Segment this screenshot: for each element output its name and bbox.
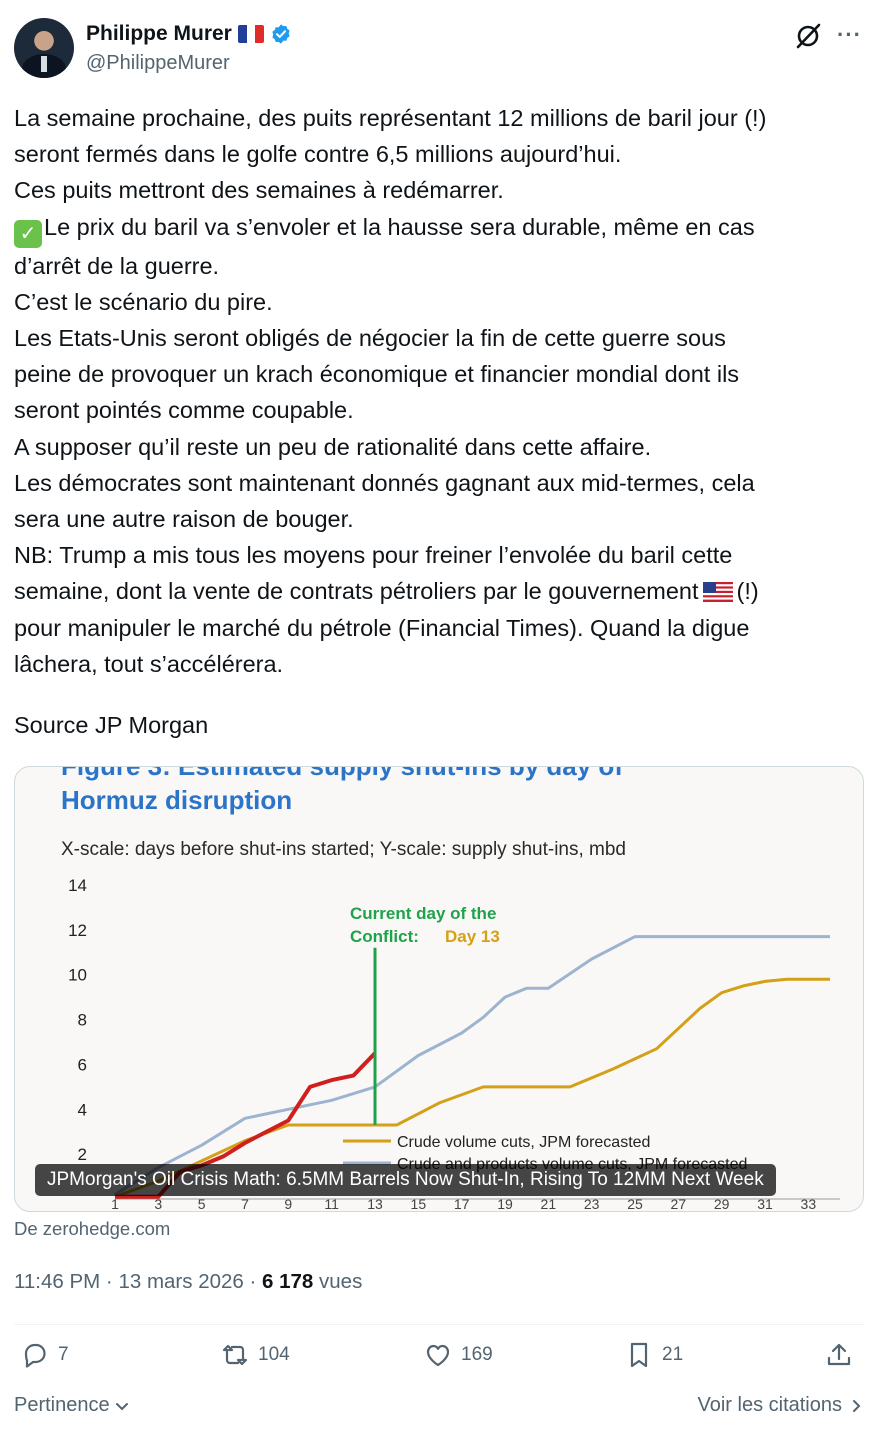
x-tick-label: 21	[541, 1196, 557, 1212]
annotation-text: Current day of the	[350, 904, 496, 923]
reply-count: 7	[58, 1344, 69, 1365]
tweet-line: ✓ Le prix du baril va s’envoler et la hau…	[14, 209, 864, 248]
tweet-line-text: semaine, dont la vente de contrats pétro…	[14, 578, 699, 605]
view-quotes-link[interactable]: Voir les citations	[697, 1394, 864, 1417]
y-tick-label: 6	[78, 1055, 87, 1074]
tweet-source-line: Source JP Morgan	[14, 712, 209, 738]
sort-label: Pertinence	[14, 1394, 110, 1416]
x-tick-label: 1	[111, 1196, 119, 1212]
tweet-timestamp[interactable]: 11:46 PM · 13 mars 2026 ·	[14, 1270, 263, 1293]
card-domain[interactable]: De zerohedge.com	[14, 1218, 171, 1239]
tweet-line: A supposer qu’il reste un peu de rationa…	[14, 433, 652, 460]
sort-dropdown[interactable]: Pertinence	[14, 1394, 130, 1417]
us-flag-icon	[702, 582, 733, 603]
card-caption: JPMorgan's Oil Crisis Math: 6.5MM Barrel…	[35, 1164, 776, 1196]
x-tick-label: 3	[154, 1196, 162, 1212]
y-tick-label: 10	[68, 966, 87, 985]
x-tick-label: 33	[801, 1196, 817, 1212]
chevron-right-icon	[853, 1399, 861, 1412]
x-tick-label: 29	[714, 1196, 730, 1212]
y-tick-label: 2	[78, 1145, 87, 1164]
annotation-text: Conflict:	[350, 927, 419, 946]
action-bar: 7 104 169 21	[14, 1340, 864, 1380]
tweet-line: seront fermés dans le golfe contre 6,5 m…	[14, 141, 622, 168]
link-card[interactable]: Figure 3: Estimated supply shut-ins by d…	[14, 766, 864, 1212]
x-tick-label: 23	[584, 1196, 600, 1212]
tweet-line: semaine, dont la vente de contrats pétro…	[14, 573, 864, 609]
x-tick-label: 11	[324, 1196, 339, 1212]
reply-icon	[24, 1343, 46, 1368]
tweet-line: Les Etats-Unis seront obligés de négocie…	[14, 325, 726, 352]
view-count: 6 178	[262, 1270, 314, 1293]
x-tick-label: 15	[411, 1196, 427, 1212]
author-name-row: Philippe Murer	[86, 22, 292, 46]
x-tick-label: 25	[627, 1196, 643, 1212]
tweet-meta: 11:46 PM · 13 mars 2026 · 6 178 vues	[14, 1270, 362, 1294]
grok-icon[interactable]	[794, 22, 822, 50]
chart-subtitle: X-scale: days before shut-ins started; Y…	[61, 839, 626, 860]
verified-badge-icon	[272, 24, 290, 44]
author-handle[interactable]: @PhilippeMurer	[86, 52, 230, 74]
reply-button[interactable]: 7	[20, 1340, 69, 1370]
like-count: 169	[461, 1344, 493, 1365]
x-tick-label: 31	[757, 1196, 773, 1212]
x-tick-label: 27	[671, 1196, 687, 1212]
share-button[interactable]	[824, 1340, 854, 1370]
tweet-header: Philippe Murer @PhilippeMurer ···	[14, 18, 866, 82]
x-tick-label: 13	[367, 1196, 383, 1212]
heart-icon	[426, 1344, 450, 1367]
bookmark-button[interactable]: 21	[624, 1340, 683, 1370]
bookmark-icon	[630, 1342, 648, 1368]
french-flag-icon	[237, 25, 264, 43]
bookmark-count: 21	[662, 1344, 684, 1365]
tweet-text: La semaine prochaine, des puits représen…	[14, 100, 864, 682]
check-mark-icon: ✓	[14, 219, 42, 248]
repost-icon	[222, 1344, 248, 1366]
annotation-text: Day 13	[445, 927, 500, 946]
tweet-line: sera une autre raison de bouger.	[14, 506, 354, 533]
chart-title-line: Figure 3: Estimated supply shut-ins by d…	[61, 767, 623, 781]
view-label: vues	[313, 1270, 363, 1293]
tweet-line: C’est le scénario du pire.	[14, 288, 273, 315]
repost-count: 104	[258, 1344, 290, 1365]
x-tick-label: 19	[497, 1196, 513, 1212]
y-tick-label: 4	[78, 1100, 87, 1119]
tweet-line: peine de provoquer un krach économique e…	[14, 361, 740, 388]
y-tick-label: 8	[78, 1011, 87, 1030]
y-tick-label: 12	[68, 921, 87, 940]
author-name[interactable]: Philippe Murer	[86, 22, 232, 45]
x-tick-label: 5	[198, 1196, 206, 1212]
view-quotes-label: Voir les citations	[697, 1394, 842, 1416]
tweet-line: Les démocrates sont maintenant donnés ga…	[14, 469, 755, 496]
series-line	[114, 935, 830, 1196]
more-options-icon[interactable]: ···	[837, 22, 862, 47]
x-tick-label: 7	[241, 1196, 249, 1212]
avatar[interactable]	[14, 18, 74, 78]
tweet-line: La semaine prochaine, des puits représen…	[14, 105, 767, 131]
replies-footer: Pertinence Voir les citations	[14, 1394, 864, 1424]
divider	[14, 1324, 864, 1325]
like-button[interactable]: 169	[423, 1340, 493, 1370]
tweet-line: Ces puits mettront des semaines à redéma…	[14, 177, 504, 204]
chevron-down-icon	[115, 1402, 128, 1410]
tweet-line: NB: Trump a mis tous les moyens pour fre…	[14, 542, 733, 569]
tweet-line: d’arrêt de la guerre.	[14, 252, 220, 279]
x-tick-label: 17	[454, 1196, 470, 1212]
supply-shut-ins-chart: Figure 3: Estimated supply shut-ins by d…	[61, 767, 840, 1212]
chart-title-line: Hormuz disruption	[61, 785, 292, 815]
repost-button[interactable]: 104	[220, 1340, 290, 1370]
tweet-line: pour manipuler le marché du pétrole (Fin…	[14, 614, 750, 641]
tweet-line: seront pointés comme coupable.	[14, 397, 354, 424]
tweet-line: lâchera, tout s’accélérera.	[14, 650, 284, 677]
tweet-line-text: (!)	[736, 578, 759, 605]
tweet-line-text: Le prix du baril va s’envoler et la haus…	[44, 213, 755, 240]
share-icon	[827, 1343, 851, 1366]
legend-label: Crude volume cuts, JPM forecasted	[397, 1134, 650, 1151]
y-tick-label: 14	[68, 876, 87, 895]
x-tick-label: 9	[284, 1196, 292, 1212]
